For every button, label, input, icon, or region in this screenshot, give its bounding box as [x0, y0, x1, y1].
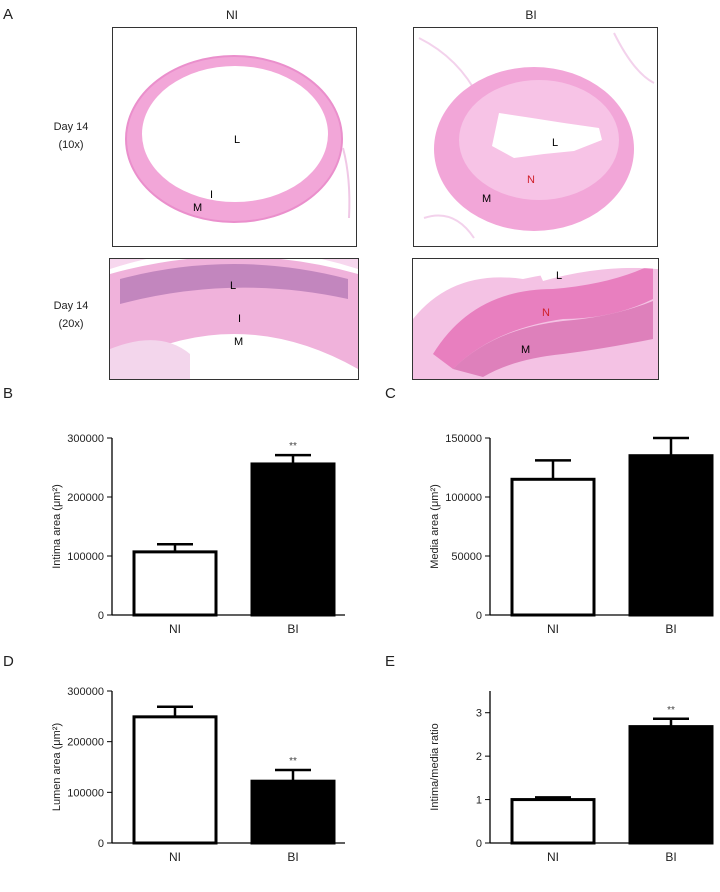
vessel-lumen-bi-10x — [492, 113, 602, 158]
vessel-lumen-bi-20x — [533, 259, 658, 281]
y-tick-label-e: 0 — [476, 838, 482, 850]
bar-e-ni — [510, 798, 596, 845]
bar-d-bi — [250, 779, 336, 845]
bar-b-ni — [132, 550, 218, 617]
label-intima-ni-20x: I — [238, 313, 241, 325]
panel-letter-d: D — [3, 653, 14, 670]
y-tick-label-b: 300000 — [67, 433, 104, 445]
label-lumen-bi-10x: L — [552, 137, 558, 149]
significance-marker-d: ** — [289, 756, 297, 767]
chart-intima-area: 0 100000 200000 300000 Intima area (μm²) NI BI… — [51, 433, 345, 636]
significance-marker-e: ** — [667, 705, 675, 716]
bar-e-bi — [628, 725, 714, 845]
y-tick-label-b: 100000 — [67, 551, 104, 563]
y-tick-label-d: 0 — [98, 838, 104, 850]
row-label-10x-mag: (10x) — [58, 139, 84, 151]
x-tick-label-e: BI — [665, 850, 676, 864]
row-label-10x: Day 14 (10x) — [36, 118, 106, 154]
label-media-bi-20x: M — [521, 344, 530, 356]
micrograph-ni-20x: L I M — [109, 258, 359, 380]
label-lumen-ni-10x: L — [234, 134, 240, 146]
chart-media-area: 0 50000 100000 150000 Media area (μm²) NI BI — [429, 433, 714, 636]
y-tick-label-e: 2 — [476, 751, 482, 763]
label-intima-ni-10x: I — [210, 189, 213, 201]
y-tick-label-c: 50000 — [451, 551, 482, 563]
bar-b-bi — [250, 462, 336, 617]
label-media-ni-20x: M — [234, 336, 243, 348]
significance-marker-b: ** — [289, 441, 297, 452]
row-label-20x-mag: (20x) — [58, 318, 84, 330]
y-axis-label-e: Intima/media ratio — [429, 723, 441, 810]
vessel-outline-ni-10x — [125, 55, 343, 223]
label-lumen-bi-20x: L — [556, 270, 562, 282]
bar-c-ni — [510, 477, 596, 617]
nuclei-band — [120, 264, 348, 304]
x-tick-label-b: NI — [169, 622, 181, 636]
micrograph-bi-20x: L N M — [412, 258, 659, 380]
label-neointima-bi-20x: N — [542, 307, 550, 319]
panel-letter-a: A — [3, 6, 14, 23]
y-tick-label-b: 200000 — [67, 492, 104, 504]
chart-lumen-area: 0 100000 200000 300000 Lumen area (μm²) NI BI *… — [51, 686, 345, 864]
y-axis-label-c: Media area (μm²) — [429, 484, 441, 569]
vessel-lumen-ni-10x — [142, 66, 328, 202]
label-neointima-bi-10x: N — [527, 174, 535, 186]
row-label-10x-day: Day 14 — [53, 121, 89, 133]
label-media-bi-10x: M — [482, 193, 491, 205]
panel-letter-b: B — [3, 385, 14, 402]
bar-d-ni — [132, 715, 218, 845]
y-tick-label-d: 100000 — [67, 787, 104, 799]
column-title-bi: BI — [525, 8, 537, 22]
row-label-20x-day: Day 14 — [53, 300, 89, 312]
x-tick-label-c: BI — [665, 622, 676, 636]
media-bi-20x — [453, 301, 653, 377]
y-tick-label-e: 1 — [476, 795, 482, 807]
x-tick-label-d: BI — [287, 850, 298, 864]
y-axis-label-b: Intima area (μm²) — [51, 484, 63, 569]
y-tick-label-b: 0 — [98, 610, 104, 622]
panel-letter-e: E — [385, 653, 396, 670]
y-tick-label-d: 300000 — [67, 686, 104, 698]
tissue-top — [110, 259, 358, 269]
micrograph-ni-10x: L I M — [112, 27, 357, 247]
y-tick-label-e: 3 — [476, 708, 482, 720]
neointima-bi-20x — [433, 264, 653, 369]
label-media-ni-10x: M — [193, 202, 202, 214]
y-tick-label-d: 200000 — [67, 737, 104, 749]
column-title-ni: NI — [226, 8, 238, 22]
row-label-20x: Day 14 (20x) — [36, 297, 106, 333]
label-lumen-ni-20x: L — [230, 280, 236, 292]
y-axis-label-d: Lumen area (μm²) — [51, 723, 63, 811]
micrograph-bi-10x: L N M — [413, 27, 658, 247]
x-tick-label-b: BI — [287, 622, 298, 636]
tissue-bottom — [110, 340, 190, 379]
chart-intima-media-ratio: 0 1 2 3 Intima/media ratio NI BI ** — [429, 691, 714, 864]
x-tick-label-c: NI — [547, 622, 559, 636]
adventitia-strand — [342, 147, 351, 219]
y-tick-label-c: 100000 — [445, 492, 482, 504]
bar-c-bi — [628, 454, 714, 617]
x-tick-label-e: NI — [547, 850, 559, 864]
y-tick-label-c: 150000 — [445, 433, 482, 445]
panel-letter-c: C — [385, 385, 396, 402]
y-tick-label-c: 0 — [476, 610, 482, 622]
x-tick-label-d: NI — [169, 850, 181, 864]
vessel-wall-ni-20x — [110, 259, 358, 369]
